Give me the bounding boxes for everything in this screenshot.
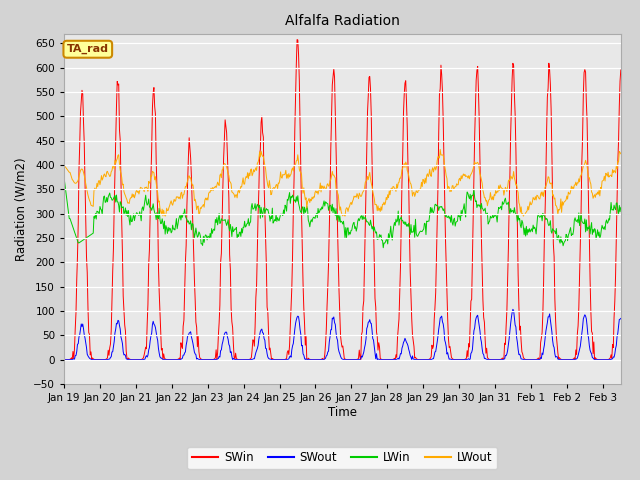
- SWout: [63, 357, 70, 362]
- SWout: [474, 312, 481, 318]
- SWout: [138, 357, 146, 362]
- LWout: [298, 185, 306, 191]
- SWin: [63, 357, 70, 362]
- SWin: [320, 357, 328, 362]
- SWin: [60, 357, 68, 362]
- LWin: [63, 192, 70, 198]
- SWin: [461, 357, 468, 362]
- LWout: [60, 162, 68, 168]
- Legend: SWin, SWout, LWin, LWout: SWin, SWout, LWin, LWout: [188, 447, 497, 469]
- LWout: [161, 213, 169, 219]
- Y-axis label: Radiation (W/m2): Radiation (W/m2): [15, 157, 28, 261]
- LWin: [298, 209, 305, 215]
- SWout: [228, 357, 236, 362]
- SWout: [298, 343, 306, 348]
- SWout: [509, 306, 516, 312]
- Title: Alfalfa Radiation: Alfalfa Radiation: [285, 14, 400, 28]
- LWout: [138, 185, 146, 191]
- Text: TA_rad: TA_rad: [67, 44, 109, 54]
- SWin: [300, 281, 307, 287]
- LWout: [461, 171, 468, 177]
- LWin: [617, 204, 625, 210]
- Line: SWin: SWin: [64, 40, 621, 360]
- Line: SWout: SWout: [64, 309, 621, 360]
- SWin: [88, 357, 95, 362]
- LWout: [319, 186, 327, 192]
- LWin: [474, 202, 481, 208]
- SWout: [460, 357, 468, 362]
- Line: LWout: LWout: [64, 149, 621, 216]
- SWin: [617, 67, 625, 73]
- SWin: [293, 37, 301, 43]
- LWin: [380, 245, 387, 251]
- SWout: [319, 357, 327, 362]
- Line: LWin: LWin: [64, 177, 621, 248]
- SWin: [475, 86, 483, 92]
- LWin: [138, 206, 146, 212]
- LWout: [436, 146, 444, 152]
- LWout: [617, 151, 625, 156]
- SWout: [617, 315, 625, 321]
- LWin: [319, 206, 326, 212]
- LWout: [475, 161, 483, 167]
- X-axis label: Time: Time: [328, 406, 357, 419]
- LWout: [63, 165, 70, 171]
- SWout: [60, 357, 68, 362]
- LWin: [60, 174, 68, 180]
- LWin: [460, 201, 468, 206]
- SWin: [139, 356, 147, 361]
